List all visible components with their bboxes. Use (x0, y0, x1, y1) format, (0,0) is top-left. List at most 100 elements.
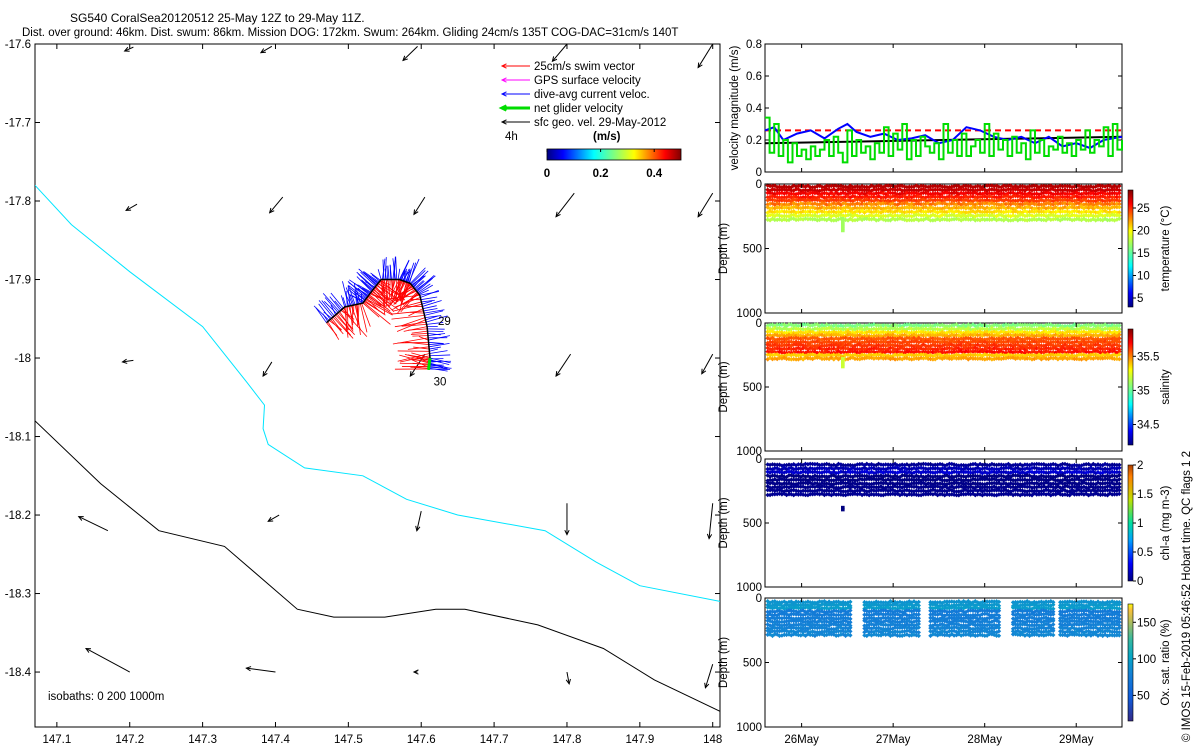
track-map: 147.1 147.2 147.3 147.4 147.5 147.6 147.7 147.8… (5, 39, 723, 746)
map-ytick-label: -18.2 (5, 510, 31, 522)
ytick-label: 500 (743, 244, 762, 256)
dac-vector (323, 301, 338, 315)
dac-vector (365, 281, 376, 288)
sfc-vector-arrow (245, 666, 276, 673)
swim-vector (414, 355, 430, 363)
dac-vector (357, 288, 369, 296)
track-day-label: 29 (438, 316, 451, 328)
swim-vector (366, 297, 380, 312)
swim-vector (393, 303, 422, 312)
swim-vector (327, 321, 340, 340)
map-xtick-label: 147.5 (334, 734, 363, 746)
dac-vector (387, 265, 390, 280)
colorbar-tick-label: 25 (1137, 203, 1150, 215)
swim-vector (390, 279, 402, 304)
swim-vector (412, 335, 428, 337)
sfc-vector-arrow (555, 353, 572, 378)
velocity-series-line (765, 116, 1123, 164)
dac-vector (406, 268, 411, 283)
dac-vector (425, 315, 439, 321)
ytick-label: 0 (756, 167, 762, 179)
velocity-ylabel: velocity magnitude (m/s) (729, 46, 741, 171)
swim-vector (393, 280, 403, 302)
ytick-label: 0.6 (746, 71, 762, 83)
colorbar-tick-label: 10 (1137, 271, 1150, 283)
swim-vector (408, 328, 428, 331)
dac-vector (393, 256, 396, 280)
net-velocity-segment (427, 357, 432, 370)
swim-vector (383, 279, 389, 293)
legend-entry: 25cm/s swim vector (500, 61, 635, 73)
dac-vector (420, 296, 438, 301)
swim-vector (365, 299, 393, 316)
swim-vector (391, 294, 420, 311)
dac-vector (360, 271, 377, 287)
swim-vector (331, 317, 342, 331)
glider-track (326, 278, 432, 370)
map-xtick-label: 147.6 (407, 734, 436, 746)
colorbar-label: temperature (°C) (1160, 205, 1172, 291)
ytick-label: 0.2 (746, 135, 762, 147)
dac-vector (429, 365, 443, 367)
legend-entry: sfc geo. vel. 29-May-2012 (500, 117, 666, 129)
swim-vector (410, 366, 429, 369)
sfc-vector-arrow (551, 44, 568, 63)
dac-vector (420, 290, 439, 298)
dac-vector (324, 297, 339, 313)
dac-vector (428, 366, 452, 369)
ytick-label: 0 (756, 179, 762, 191)
dac-vector (386, 265, 389, 280)
dac-vector (426, 322, 444, 325)
swim-vector (395, 290, 417, 302)
swim-vector (404, 341, 429, 345)
sfc-vector-arrow (697, 192, 714, 218)
dac-vector (355, 292, 366, 301)
swim-vector (413, 346, 430, 350)
map-axes: 147.1 147.2 147.3 147.4 147.5 147.6 147.7 147.8… (5, 39, 723, 746)
dac-vector (401, 268, 406, 281)
dac-vector (321, 300, 335, 317)
swim-vector (363, 301, 391, 325)
swim-vector (330, 319, 344, 335)
dac-vector (356, 276, 372, 292)
swim-vector (343, 307, 351, 317)
dac-vector (403, 271, 406, 282)
dac-vector (422, 305, 437, 310)
dac-vector (414, 280, 424, 289)
section-colorbar (1127, 189, 1134, 308)
swim-vector (401, 317, 426, 327)
swim-vector (368, 294, 391, 312)
dac-vector (410, 270, 426, 285)
dac-vector (340, 295, 346, 308)
dac-vector (330, 292, 344, 309)
dac-vector (428, 335, 450, 341)
legend-label: net glider velocity (534, 103, 623, 115)
swim-vector (403, 326, 428, 332)
dac-vector (315, 307, 327, 323)
dac-vector (348, 285, 356, 305)
swim-vector (396, 280, 403, 291)
map-ytick-label: -18.4 (5, 667, 32, 679)
colorbar-tick-label: 20 (1137, 226, 1150, 238)
isobath-1000 (35, 420, 720, 712)
swim-vector (346, 306, 349, 331)
legend-arrow (498, 104, 530, 112)
dac-vector (416, 277, 433, 293)
dac-vector (425, 315, 448, 323)
map-ytick-label: -17.6 (5, 39, 31, 51)
sfc-vector-arrow (125, 203, 138, 212)
legend-label: sfc geo. vel. 29-May-2012 (534, 117, 666, 129)
swim-vector (380, 279, 386, 314)
map-xtick-label: 147.2 (115, 734, 144, 746)
dac-vector (419, 291, 439, 296)
swim-vector (401, 323, 427, 327)
swim-vector (336, 313, 350, 331)
glider-vector-swarm (313, 256, 452, 372)
section-colorbar (1127, 328, 1134, 446)
map-frame (34, 43, 721, 728)
dac-vector (410, 267, 426, 284)
map-ytick-label: -18.3 (5, 589, 31, 601)
velocity-series-line (764, 122, 1123, 150)
